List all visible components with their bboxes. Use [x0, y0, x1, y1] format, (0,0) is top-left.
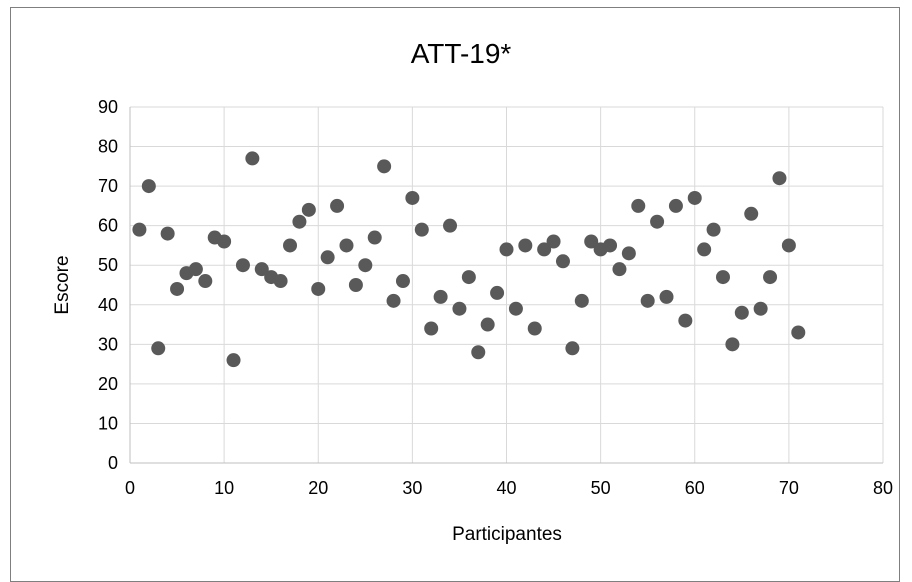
data-point: [217, 234, 232, 249]
data-point: [245, 151, 260, 166]
x-tick-label: 20: [308, 478, 328, 498]
x-tick-label: 10: [214, 478, 234, 498]
data-point: [151, 341, 166, 356]
x-tick-label: 70: [779, 478, 799, 498]
data-point: [443, 218, 458, 233]
y-tick-label: 90: [98, 97, 118, 117]
data-point: [715, 270, 730, 285]
x-tick-label: 30: [402, 478, 422, 498]
data-point: [198, 274, 213, 289]
y-axis-title: Escore: [52, 255, 73, 314]
axes: [129, 107, 883, 464]
data-point: [678, 313, 693, 328]
y-tick-label: 10: [98, 413, 118, 433]
data-point: [555, 254, 570, 269]
data-point: [612, 262, 627, 277]
data-point: [405, 190, 420, 205]
data-point: [339, 238, 354, 253]
data-point: [367, 230, 382, 245]
x-tick-label: 60: [685, 478, 705, 498]
data-point: [725, 337, 740, 352]
data-point: [160, 226, 175, 241]
y-tick-label: 40: [98, 295, 118, 315]
x-tick-label: 80: [873, 478, 893, 498]
data-points: [132, 151, 806, 368]
data-point: [791, 325, 806, 340]
data-point: [292, 214, 307, 229]
y-tick-label: 50: [98, 255, 118, 275]
data-point: [320, 250, 335, 265]
data-point: [283, 238, 298, 253]
data-point: [518, 238, 533, 253]
data-point: [480, 317, 495, 332]
data-point: [235, 258, 250, 273]
data-point: [744, 206, 759, 221]
data-point: [433, 289, 448, 304]
data-point: [226, 353, 241, 368]
data-point: [508, 301, 523, 316]
data-point: [188, 262, 203, 277]
x-axis-title: Participantes: [452, 524, 562, 545]
data-point: [273, 274, 288, 289]
y-tick-label: 80: [98, 137, 118, 157]
tick-labels: 0 10 20 30 40 50 60 70 80 90 0 10 20 30 40 50 60 70 80: [98, 97, 893, 498]
data-point: [772, 171, 787, 186]
data-point: [377, 159, 392, 174]
data-point: [734, 305, 749, 320]
data-point: [640, 293, 655, 308]
data-point: [687, 190, 702, 205]
data-point: [471, 345, 486, 360]
y-tick-label: 30: [98, 334, 118, 354]
gridlines: [130, 106, 884, 463]
data-point: [414, 222, 429, 237]
data-point: [311, 281, 326, 296]
data-point: [584, 234, 599, 249]
data-point: [565, 341, 580, 356]
data-point: [424, 321, 439, 336]
data-point: [490, 285, 505, 300]
data-point: [386, 293, 401, 308]
data-point: [668, 198, 683, 213]
data-point: [330, 198, 345, 213]
data-point: [358, 258, 373, 273]
data-point: [621, 246, 636, 261]
data-point: [631, 198, 646, 213]
data-point: [132, 222, 147, 237]
x-tick-label: 40: [496, 478, 516, 498]
data-point: [527, 321, 542, 336]
y-tick-label: 20: [98, 374, 118, 394]
data-point: [546, 234, 561, 249]
x-tick-label: 50: [591, 478, 611, 498]
y-tick-label: 60: [98, 216, 118, 236]
data-point: [499, 242, 514, 257]
data-point: [659, 289, 674, 304]
data-point: [697, 242, 712, 257]
y-tick-label: 0: [108, 453, 118, 473]
data-point: [650, 214, 665, 229]
data-point: [603, 238, 618, 253]
data-point: [706, 222, 721, 237]
x-tick-label: 0: [125, 478, 135, 498]
data-point: [254, 262, 269, 277]
data-point: [301, 202, 316, 217]
data-point: [537, 242, 552, 257]
data-point: [348, 278, 363, 292]
data-point: [141, 179, 156, 194]
data-point: [452, 301, 467, 316]
data-point: [395, 274, 410, 289]
data-point: [753, 301, 768, 316]
y-tick-label: 70: [98, 176, 118, 196]
data-point: [781, 238, 796, 253]
chart-area: [10, 7, 900, 582]
chart-title: ATT-19*: [411, 38, 512, 69]
data-point: [763, 270, 778, 285]
data-point: [461, 270, 476, 285]
data-point: [574, 293, 589, 308]
data-point: [170, 281, 185, 296]
